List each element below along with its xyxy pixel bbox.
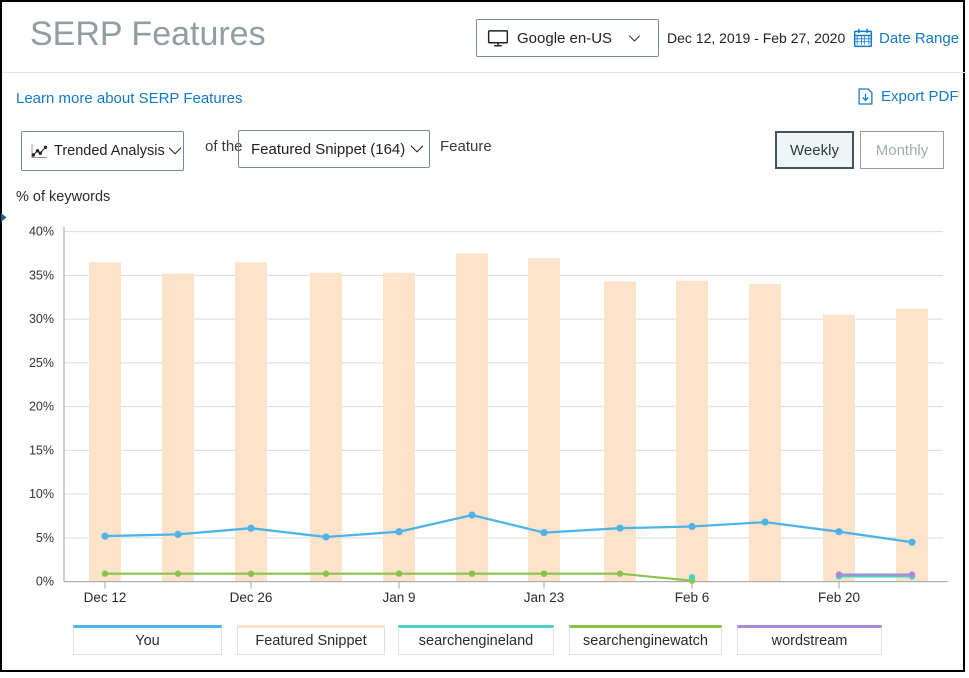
- svg-text:30%: 30%: [29, 312, 54, 326]
- svg-text:40%: 40%: [29, 225, 54, 239]
- svg-text:0%: 0%: [36, 575, 54, 589]
- svg-text:10%: 10%: [29, 487, 54, 501]
- svg-text:15%: 15%: [29, 443, 54, 457]
- svg-text:Dec 12: Dec 12: [84, 590, 127, 605]
- svg-text:5%: 5%: [36, 531, 54, 545]
- svg-text:Feb 6: Feb 6: [675, 590, 710, 605]
- svg-text:20%: 20%: [29, 400, 54, 414]
- svg-text:Dec 26: Dec 26: [230, 590, 273, 605]
- svg-text:Jan 9: Jan 9: [382, 590, 415, 605]
- svg-text:35%: 35%: [29, 268, 54, 282]
- svg-text:Jan 23: Jan 23: [524, 590, 565, 605]
- svg-text:25%: 25%: [29, 356, 54, 370]
- svg-text:Feb 20: Feb 20: [818, 590, 860, 605]
